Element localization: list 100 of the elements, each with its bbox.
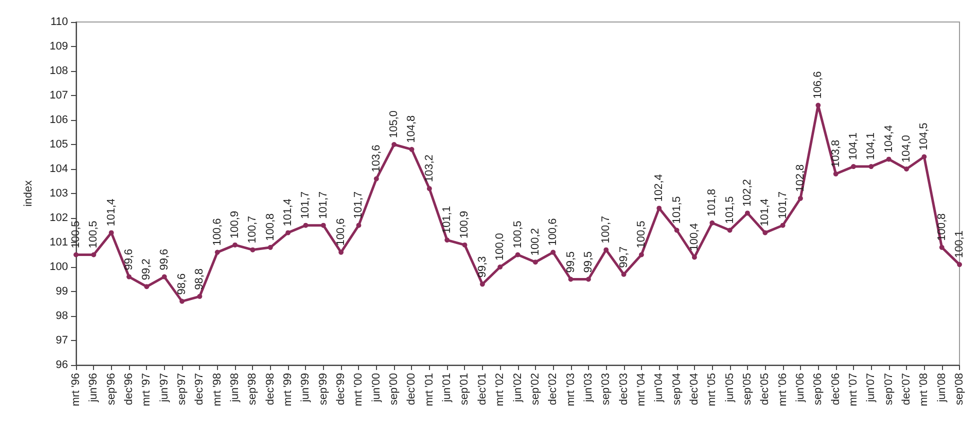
point — [692, 254, 697, 260]
data-label: 99,5 — [564, 251, 577, 273]
point — [338, 250, 344, 255]
data-label: 101,4 — [105, 198, 118, 226]
point — [426, 186, 432, 192]
x-tick-label: mrt '03 — [564, 373, 577, 406]
data-label: 101,8 — [706, 188, 718, 216]
x-tick-label: sep'04 — [670, 373, 683, 406]
data-label: 101,4 — [282, 198, 294, 226]
data-label: 100,1 — [954, 230, 966, 258]
x-tick-label: dec'06 — [830, 373, 842, 406]
point — [480, 282, 485, 287]
data-label: 100,5 — [512, 220, 524, 248]
y-tick-label: 107 — [50, 90, 68, 102]
y-tick-label: 103 — [50, 188, 68, 200]
data-label: 102,8 — [794, 164, 806, 192]
x-tick-label: jun'02 — [512, 373, 524, 404]
y-tick-label: 110 — [50, 16, 68, 28]
x-tick-label: jun'06 — [794, 373, 806, 404]
data-label: 101,7 — [300, 191, 312, 219]
point — [762, 230, 768, 236]
x-tick-label: sep'02 — [529, 373, 542, 406]
point — [108, 230, 114, 236]
data-label: 104,1 — [847, 132, 860, 160]
x-tick-label: sep'01 — [458, 373, 471, 406]
x-tick-label: dec'98 — [264, 373, 276, 406]
x-tick-label: sep'07 — [882, 373, 895, 406]
x-tick-label: dec'97 — [194, 373, 206, 406]
data-label: 100,2 — [529, 228, 542, 256]
y-tick-label: 98 — [56, 310, 68, 322]
point — [162, 274, 167, 280]
point — [550, 250, 556, 255]
data-label: 104,4 — [882, 125, 895, 153]
x-tick-label: mrt '98 — [211, 373, 224, 406]
x-tick-label: sep'00 — [388, 373, 400, 406]
y-tick-label: 96 — [56, 359, 68, 371]
x-tick-label: dec'96 — [123, 373, 136, 406]
x-tick-label: jun'00 — [370, 373, 382, 404]
x-tick-label: dec'00 — [406, 373, 418, 406]
x-tick-label: sep'97 — [176, 373, 188, 406]
y-tick-label: 109 — [50, 40, 68, 52]
y-tick-label: 104 — [50, 163, 68, 175]
y-tick-label: 100 — [50, 261, 68, 273]
data-label: 101,7 — [317, 191, 330, 219]
point — [568, 276, 574, 282]
data-label: 99,5 — [582, 251, 594, 273]
x-tick-label: jun'98 — [229, 373, 242, 404]
data-label: 100,5 — [70, 220, 82, 248]
x-tick-label: dec'99 — [335, 373, 348, 406]
data-label: 100,9 — [458, 210, 471, 238]
x-tick-label: dec'05 — [759, 373, 772, 406]
data-label: 100,5 — [635, 220, 648, 248]
data-label: 99,3 — [476, 256, 488, 278]
x-tick-label: mrt '04 — [635, 373, 648, 406]
point — [268, 244, 273, 250]
y-tick-label: 97 — [56, 334, 68, 346]
point — [180, 298, 185, 304]
point — [303, 222, 308, 228]
x-tick-label: sep'03 — [600, 373, 612, 406]
x-tick-label: mrt '99 — [282, 373, 294, 406]
data-label: 100,6 — [547, 218, 560, 246]
point — [780, 222, 786, 228]
data-label: 104,0 — [900, 134, 912, 162]
point — [91, 252, 96, 258]
point — [939, 244, 944, 250]
data-label: 103,2 — [423, 154, 436, 182]
point — [532, 260, 538, 265]
x-tick-label: dec'07 — [900, 373, 912, 406]
x-tick-label: jun'96 — [88, 373, 100, 404]
point — [232, 242, 238, 248]
x-tick-label: dec'01 — [476, 373, 488, 406]
data-label: 99,6 — [123, 248, 136, 270]
point — [498, 264, 503, 270]
data-label: 101,1 — [441, 206, 454, 234]
x-tick-label: mrt '96 — [70, 373, 82, 406]
data-label: 103,6 — [370, 144, 382, 172]
data-label: 100,8 — [264, 213, 276, 241]
x-tick-label: mrt '06 — [776, 373, 789, 406]
data-label: 100,6 — [211, 218, 224, 246]
y-tick-label: 108 — [50, 65, 68, 77]
point — [638, 252, 644, 258]
point — [710, 220, 715, 226]
data-label: 100,4 — [688, 223, 700, 251]
point — [356, 222, 362, 228]
data-label: 100,6 — [335, 218, 348, 246]
y-tick-label: 99 — [56, 286, 68, 298]
data-label: 99,2 — [140, 258, 153, 280]
x-tick-label: sep'05 — [741, 373, 754, 406]
point — [886, 156, 892, 162]
data-label: 104,1 — [865, 132, 878, 160]
data-label: 106,6 — [812, 71, 824, 99]
data-label: 104,8 — [406, 115, 418, 143]
data-label: 100,7 — [600, 216, 612, 244]
point — [604, 247, 609, 252]
x-tick-label: dec'04 — [688, 373, 700, 406]
x-tick-label: mrt '07 — [847, 373, 860, 406]
x-tick-label: mrt '02 — [494, 373, 506, 406]
point — [744, 210, 750, 216]
point — [126, 274, 132, 280]
x-tick-label: sep'99 — [317, 373, 330, 406]
